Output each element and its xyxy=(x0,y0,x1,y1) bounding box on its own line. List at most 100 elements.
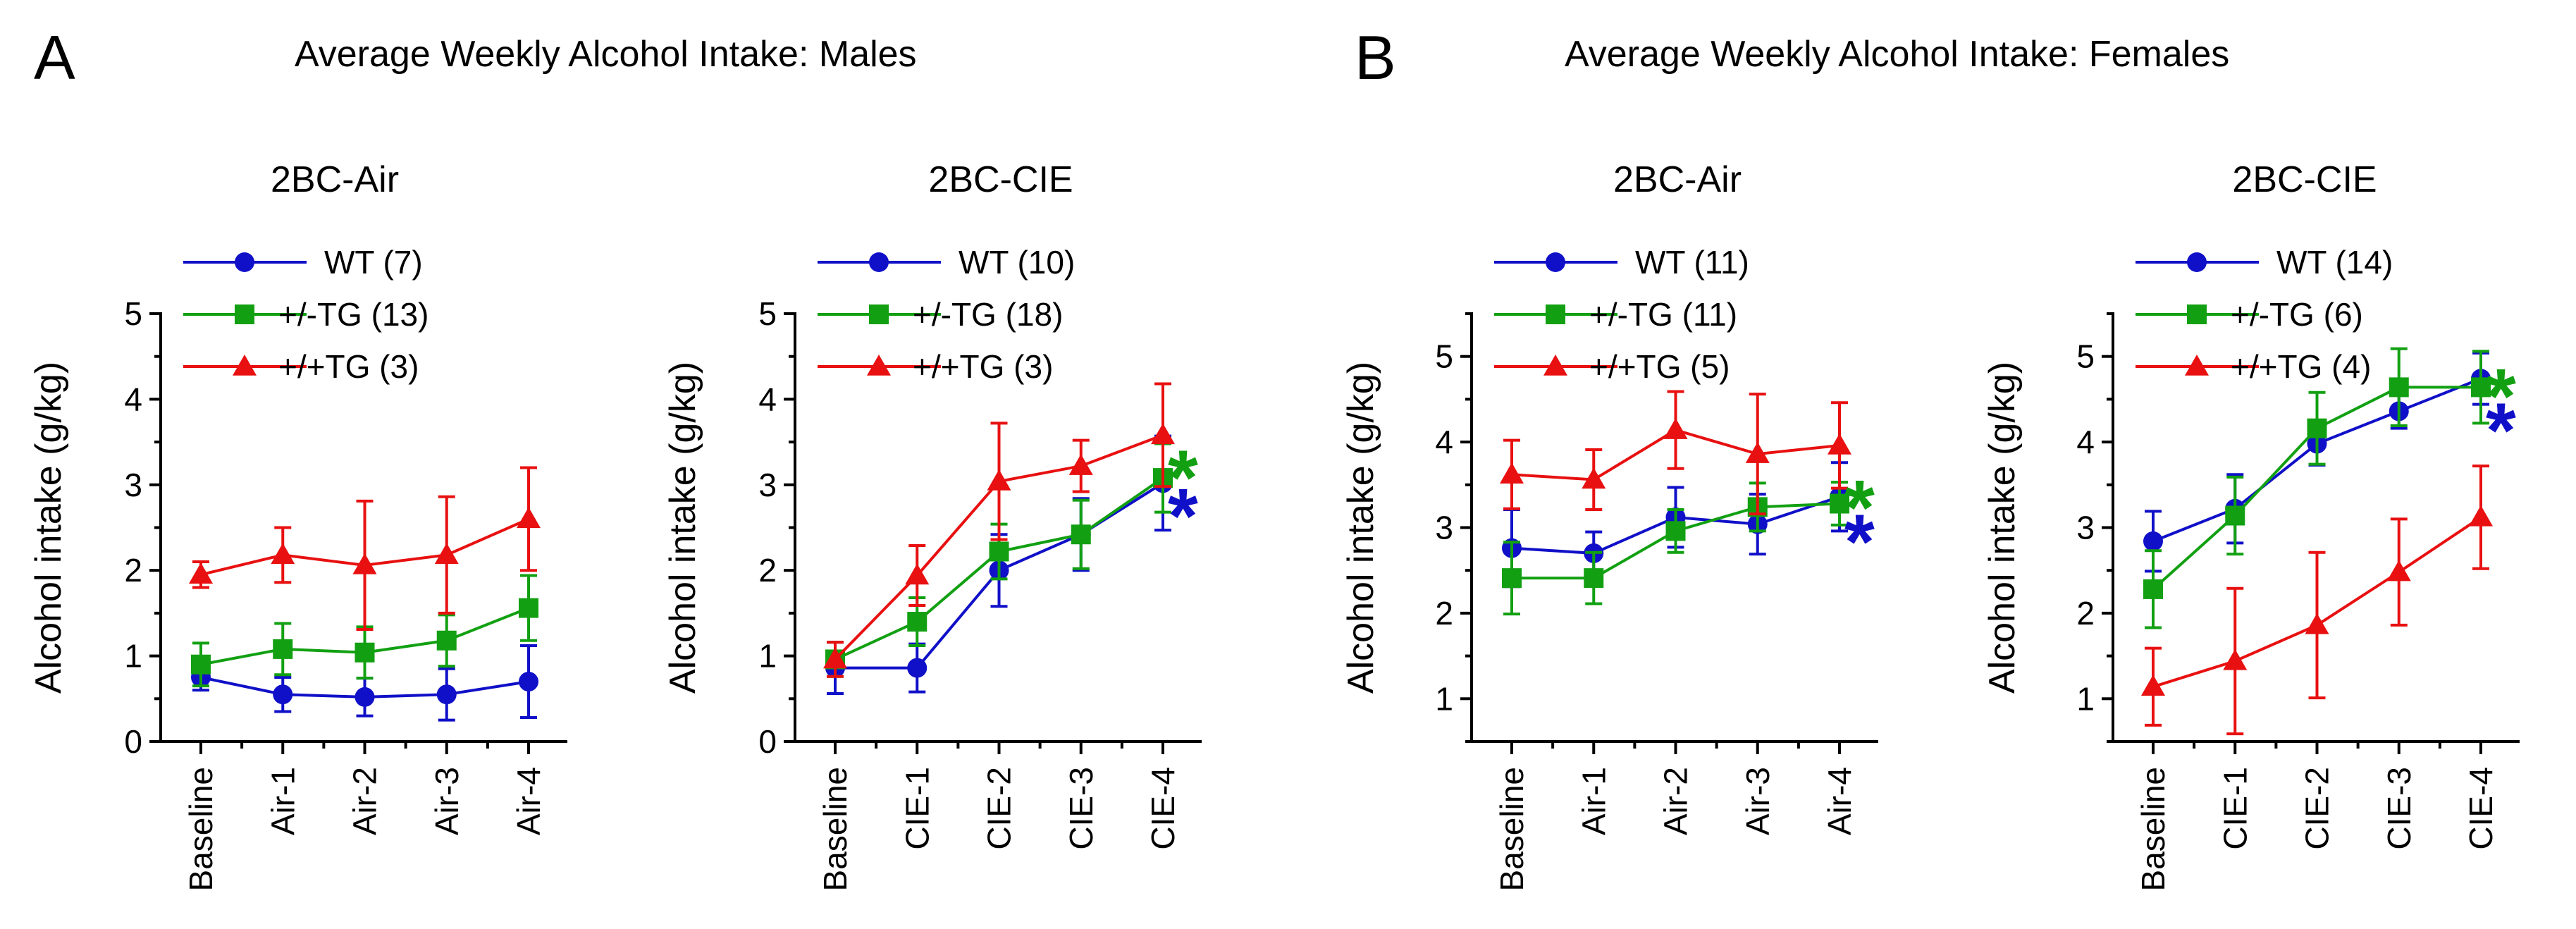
series-het xyxy=(2143,347,2491,629)
y-tick-label: 3 xyxy=(758,467,777,503)
legend-label: WT (7) xyxy=(324,244,423,281)
y-tick-label: 3 xyxy=(2076,510,2095,546)
panel-b-title: Average Weekly Alcohol Intake: Females xyxy=(1565,34,2229,75)
legend-label: +/-TG (18) xyxy=(913,296,1063,333)
data-point xyxy=(1663,418,1688,439)
data-point xyxy=(1584,568,1604,589)
panel-letter-a: A xyxy=(34,23,75,92)
x-tick-label: CIE-1 xyxy=(2217,767,2253,850)
x-tick-label: CIE-4 xyxy=(1145,767,1181,850)
x-tick-label: CIE-3 xyxy=(1063,767,1099,850)
legend-label: +/+TG (4) xyxy=(2231,348,2371,385)
series-hom xyxy=(189,466,541,631)
y-tick-label: 2 xyxy=(2076,595,2095,632)
data-point xyxy=(273,684,293,705)
legend-label: +/-TG (11) xyxy=(1589,296,1737,333)
data-point xyxy=(987,469,1011,491)
x-tick-label: Air-2 xyxy=(1658,767,1694,835)
chart-title: 2BC-CIE xyxy=(2232,159,2377,200)
chart-1: 2BC-Air 0 1 2 3 4 5 Alcohol intake (g/kg) Baseli… xyxy=(28,159,567,891)
significance-star: * xyxy=(1844,499,1875,586)
y-tick-label: 4 xyxy=(1435,424,1453,460)
plots: 2BC-Air 0 1 2 3 4 5 Alcohol intake (g/kg) Baseli… xyxy=(28,159,2520,891)
x-tick-label: Air-1 xyxy=(264,767,301,835)
chart-2: 2BC-CIE 0 1 2 3 4 5 Alcohol intake (g/kg) Baseli… xyxy=(663,159,1202,891)
data-point xyxy=(989,541,1009,562)
y-tick-label: 5 xyxy=(758,295,777,332)
data-point xyxy=(1071,524,1091,545)
x-tick-label: Baseline xyxy=(2135,767,2171,891)
legend-label: +/-TG (6) xyxy=(2231,296,2363,333)
data-point xyxy=(1745,442,1770,463)
significance-star: * xyxy=(2486,353,2516,440)
legend-label: +/+TG (3) xyxy=(278,348,419,385)
chart-4: 2BC-CIE 1 2 3 4 5 Alcohol intake (g/kg) Baselin… xyxy=(1982,159,2520,891)
y-axis-label: Alcohol intake (g/kg) xyxy=(1982,362,2023,694)
data-point xyxy=(273,639,293,659)
y-tick-label: 5 xyxy=(2076,338,2095,375)
data-point xyxy=(2305,613,2329,634)
x-tick-label: Air-4 xyxy=(510,767,547,835)
y-tick-label: 2 xyxy=(758,552,777,589)
significance-star: * xyxy=(1844,464,1875,551)
chart-title: 2BC-Air xyxy=(271,159,399,200)
panel-letter-b: B xyxy=(1355,23,1396,92)
x-tick-label: CIE-1 xyxy=(899,767,935,850)
y-tick-label: 2 xyxy=(1435,595,1453,632)
data-point xyxy=(2386,560,2411,582)
significance-star: * xyxy=(1168,434,1198,521)
x-tick-label: Air-3 xyxy=(429,767,465,835)
data-point xyxy=(2469,505,2493,527)
x-tick-label: Air-3 xyxy=(1739,767,1776,835)
y-tick-label: 1 xyxy=(758,638,777,675)
data-point xyxy=(1828,433,1851,455)
data-point xyxy=(907,658,928,678)
legend-label: WT (11) xyxy=(1635,244,1749,281)
data-point xyxy=(355,687,375,707)
y-tick-label: 0 xyxy=(124,723,142,760)
legend-marker xyxy=(1546,304,1565,324)
legend-marker xyxy=(235,252,254,272)
x-tick-label: CIE-2 xyxy=(2299,767,2336,850)
legend-marker xyxy=(2187,252,2207,272)
x-tick-label: CIE-2 xyxy=(981,767,1018,850)
y-tick-label: 5 xyxy=(124,295,142,332)
data-point xyxy=(1500,462,1524,484)
legend-marker xyxy=(2187,304,2207,324)
data-point xyxy=(2307,418,2327,438)
significance-star: * xyxy=(1168,473,1198,560)
data-point xyxy=(191,654,211,675)
x-tick-label: CIE-4 xyxy=(2463,767,2499,850)
data-point xyxy=(1582,467,1606,489)
legend-label: WT (14) xyxy=(2276,244,2393,281)
y-tick-label: 1 xyxy=(124,638,142,675)
legend-label: +/-TG (13) xyxy=(278,296,429,333)
y-tick-label: 3 xyxy=(124,467,142,503)
x-tick-label: Air-4 xyxy=(1821,767,1858,835)
data-point xyxy=(823,647,847,669)
legend-marker xyxy=(235,304,254,324)
data-point xyxy=(436,684,457,705)
series-hom xyxy=(823,382,1175,678)
chart-title: 2BC-Air xyxy=(1613,159,1742,200)
series-het xyxy=(191,574,538,688)
data-point xyxy=(2143,579,2163,599)
x-tick-label: Air-2 xyxy=(347,767,383,835)
y-tick-label: 5 xyxy=(1435,338,1453,375)
significance-star: * xyxy=(2486,388,2516,474)
legend-marker xyxy=(869,304,889,324)
y-tick-label: 2 xyxy=(124,552,142,589)
x-tick-label: Baseline xyxy=(1493,767,1530,891)
data-point xyxy=(1502,568,1522,589)
data-point xyxy=(434,543,459,565)
data-point xyxy=(1151,423,1175,445)
data-point xyxy=(905,563,930,585)
data-point xyxy=(355,642,375,663)
y-axis-label: Alcohol intake (g/kg) xyxy=(663,362,703,694)
data-point xyxy=(2141,675,2165,696)
data-point xyxy=(1665,521,1686,541)
legend-marker xyxy=(869,252,889,272)
data-point xyxy=(2225,505,2245,526)
y-tick-label: 1 xyxy=(2076,680,2095,717)
